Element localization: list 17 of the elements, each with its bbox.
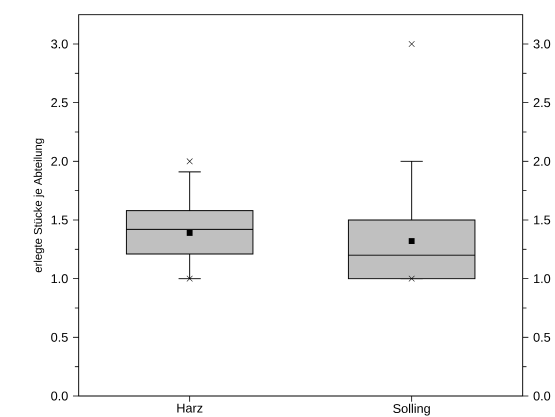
x-tick-label: Harz xyxy=(177,404,202,413)
y2-tick-label: 1.5 xyxy=(534,216,550,224)
y-tick-label: 2.0 xyxy=(51,156,68,166)
y2-tick-label: 2.5 xyxy=(534,98,550,108)
y-tick-label: 0.5 xyxy=(51,332,68,342)
x-tick-label: Solling xyxy=(393,404,430,416)
y2-tick-label: 2.0 xyxy=(534,156,550,166)
y2-tick-label: 0.5 xyxy=(534,332,550,342)
y2-tick-label: 3.0 xyxy=(534,40,550,48)
y-tick-label: 2.5 xyxy=(51,98,68,108)
y-tick-label: 3.0 xyxy=(51,40,68,48)
y2-tick-label: 1.0 xyxy=(534,274,550,284)
y-tick-label: 0.0 xyxy=(51,392,68,400)
y-tick-label: 1.0 xyxy=(52,274,68,284)
y2-tick-label: 0.0 xyxy=(534,392,550,400)
y-tick-label: 1.5 xyxy=(52,216,68,224)
y-axis-title: erlegte Stücke je Abteilung xyxy=(34,138,44,272)
